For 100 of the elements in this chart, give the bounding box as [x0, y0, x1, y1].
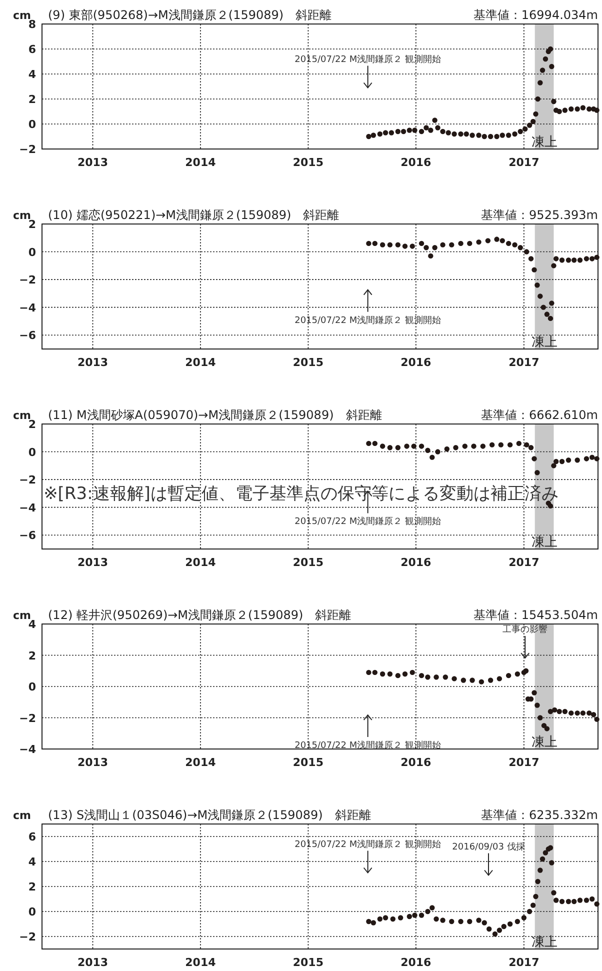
- point: [552, 707, 558, 713]
- point: [470, 678, 475, 683]
- y-tick-label: 2: [28, 218, 36, 231]
- point: [366, 918, 372, 924]
- point: [548, 316, 554, 322]
- point: [482, 920, 487, 926]
- point: [470, 132, 475, 138]
- point: [440, 242, 446, 248]
- chart-title: (9) 東部(950268)→M浅間鎌原２(159089) 斜距離: [48, 8, 332, 22]
- point: [530, 118, 536, 124]
- point: [377, 916, 383, 922]
- x-tick-label: 2015: [292, 156, 324, 169]
- point: [449, 918, 454, 924]
- y-tick-label: −4: [19, 743, 36, 756]
- point: [380, 671, 386, 677]
- x-tick-label: 2016: [400, 556, 432, 569]
- x-tick-label: 2015: [292, 356, 324, 369]
- point: [553, 458, 559, 464]
- point: [518, 245, 523, 250]
- y-tick-label: 8: [28, 18, 36, 31]
- ref-line-label: 2015/07/22 M浅間鎌原２ 観測開始: [294, 54, 441, 65]
- y-tick-label: −2: [19, 274, 36, 287]
- point: [522, 126, 528, 132]
- point: [425, 908, 430, 914]
- point: [366, 440, 372, 446]
- point: [380, 242, 386, 248]
- point: [534, 470, 540, 476]
- x-tick-label: 2014: [185, 156, 216, 169]
- point: [370, 132, 376, 138]
- point: [500, 238, 505, 244]
- point: [594, 254, 600, 260]
- point: [435, 125, 440, 130]
- chart-title: (11) M浅間砂塚A(059070)→M浅間鎌原２(159089) 斜距離: [48, 408, 382, 422]
- point: [551, 98, 556, 104]
- point: [586, 106, 592, 112]
- point: [485, 238, 491, 244]
- x-tick-label: 2017: [508, 956, 540, 969]
- point: [506, 240, 512, 246]
- point: [577, 898, 583, 903]
- point: [549, 860, 554, 866]
- point: [548, 46, 554, 52]
- point: [594, 716, 600, 722]
- band-label: 凍上: [531, 935, 558, 950]
- point: [366, 670, 372, 676]
- point: [574, 710, 580, 716]
- band-label: 凍上: [531, 735, 558, 750]
- y-tick-label: 2: [28, 418, 36, 431]
- y-tick-label: 0: [28, 118, 36, 131]
- point: [559, 458, 565, 464]
- y-tick-label: −4: [19, 301, 36, 314]
- point: [412, 128, 418, 133]
- point: [533, 894, 538, 900]
- point: [411, 444, 416, 449]
- point: [489, 442, 495, 448]
- point: [425, 448, 430, 453]
- chart-title: (13) S浅間山１(03S046)→M浅間鎌原２(159089) 斜距離: [48, 808, 371, 822]
- point: [594, 456, 600, 462]
- point: [574, 106, 580, 112]
- point: [424, 245, 429, 250]
- band-label: 凍上: [531, 335, 558, 350]
- point: [390, 916, 396, 922]
- point: [532, 267, 537, 272]
- point: [542, 56, 548, 62]
- point: [551, 463, 556, 468]
- point: [387, 445, 393, 450]
- y-tick-label: −2: [19, 712, 36, 725]
- point: [580, 105, 586, 110]
- point: [498, 442, 504, 448]
- y-tick-label: −2: [19, 474, 36, 487]
- point: [430, 905, 435, 910]
- point: [568, 710, 574, 716]
- point: [556, 108, 562, 114]
- point: [452, 676, 457, 682]
- x-tick-label: 2014: [185, 356, 216, 369]
- point: [538, 80, 543, 86]
- point: [584, 456, 590, 462]
- point: [528, 256, 534, 262]
- point: [506, 132, 512, 138]
- point: [540, 304, 546, 310]
- band-label: 凍上: [531, 535, 558, 550]
- chart-subtitle: 基準値：6662.610m: [481, 408, 598, 422]
- point: [530, 902, 536, 908]
- x-tick-label: 2017: [508, 556, 540, 569]
- x-tick-label: 2013: [77, 156, 108, 169]
- point: [430, 454, 435, 460]
- point: [538, 294, 543, 299]
- point: [428, 253, 434, 259]
- x-tick-label: 2015: [292, 956, 324, 969]
- ref-line-label: 2015/07/22 M浅間鎌原２ 観測開始: [294, 838, 441, 850]
- point: [467, 240, 472, 246]
- y-tick-label: −2: [19, 930, 36, 944]
- y-tick-label: −6: [19, 329, 36, 342]
- point: [406, 128, 412, 133]
- chart-title: (10) 嬬恋(950221)→M浅間鎌原２(159089) 斜距離: [48, 208, 340, 222]
- point: [528, 445, 534, 450]
- point: [418, 912, 424, 918]
- point: [478, 679, 484, 684]
- point: [553, 256, 559, 262]
- point: [488, 678, 494, 683]
- point: [458, 918, 464, 924]
